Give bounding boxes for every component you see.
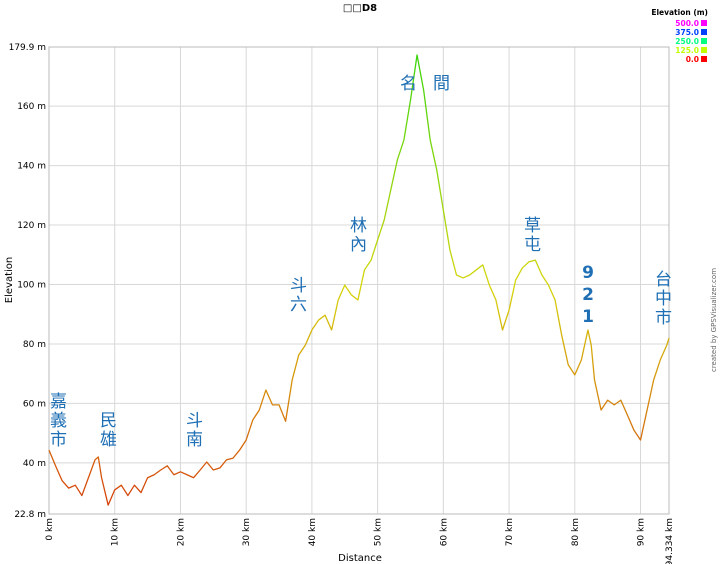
legend-swatch [701,56,707,62]
x-tick-label: 80 km [571,518,581,546]
y-tick-label: 22.8 m [14,510,46,520]
place-label: 斗南 [182,411,202,449]
y-tick-label: 120 m [17,221,46,231]
x-tick-label: 40 km [308,518,318,546]
y-tick-label: 100 m [17,281,46,291]
x-tick-label: 10 km [111,518,121,546]
place-label: 民雄 [96,411,117,449]
place-label: 草屯 [520,216,541,254]
legend-label: 125.0 [675,46,699,55]
place-label: 台中市 [651,270,672,327]
credit: created by GPSVisualizer.com [710,268,718,372]
legend-title: Elevation (m) [651,8,708,17]
place-label: 921 [578,263,598,329]
legend-swatch [701,20,707,26]
x-tick-label: 20 km [176,518,186,546]
y-axis-label: Elevation [4,257,15,303]
place-label: 林內 [346,216,367,254]
plot-frame [48,46,670,515]
x-tick-label: 50 km [374,518,384,546]
y-tick-label: 60 m [23,399,46,409]
place-label: 嘉義市 [46,392,67,449]
legend-swatch [701,29,707,35]
elevation-line [48,54,670,506]
legend-label: 250.0 [675,37,699,46]
legend-label: 500.0 [675,19,699,28]
y-tick-label: 160 m [17,102,46,112]
legend-label: 0.0 [686,55,699,64]
x-tick-label: 90 km [637,518,647,546]
place-label: 名間 [400,74,466,94]
x-tick-label: 70 km [505,518,515,546]
chart-title: □□D8 [343,3,377,14]
x-axis-label: Distance [338,553,382,564]
legend-swatch [701,47,707,53]
y-tick-label: 179.9 m [9,43,46,53]
y-tick-label: 80 m [23,340,46,350]
x-tick-label: 60 km [439,518,449,546]
y-tick-label: 40 m [23,459,46,469]
x-tick-label: 0 km [45,518,55,541]
place-label: 斗六 [286,276,307,314]
x-tick-label: 30 km [242,518,252,546]
legend-swatch [701,38,707,44]
y-tick-label: 140 m [17,162,46,172]
legend-label: 375.0 [675,28,699,37]
x-tick-label: 94.334 km [665,518,675,564]
